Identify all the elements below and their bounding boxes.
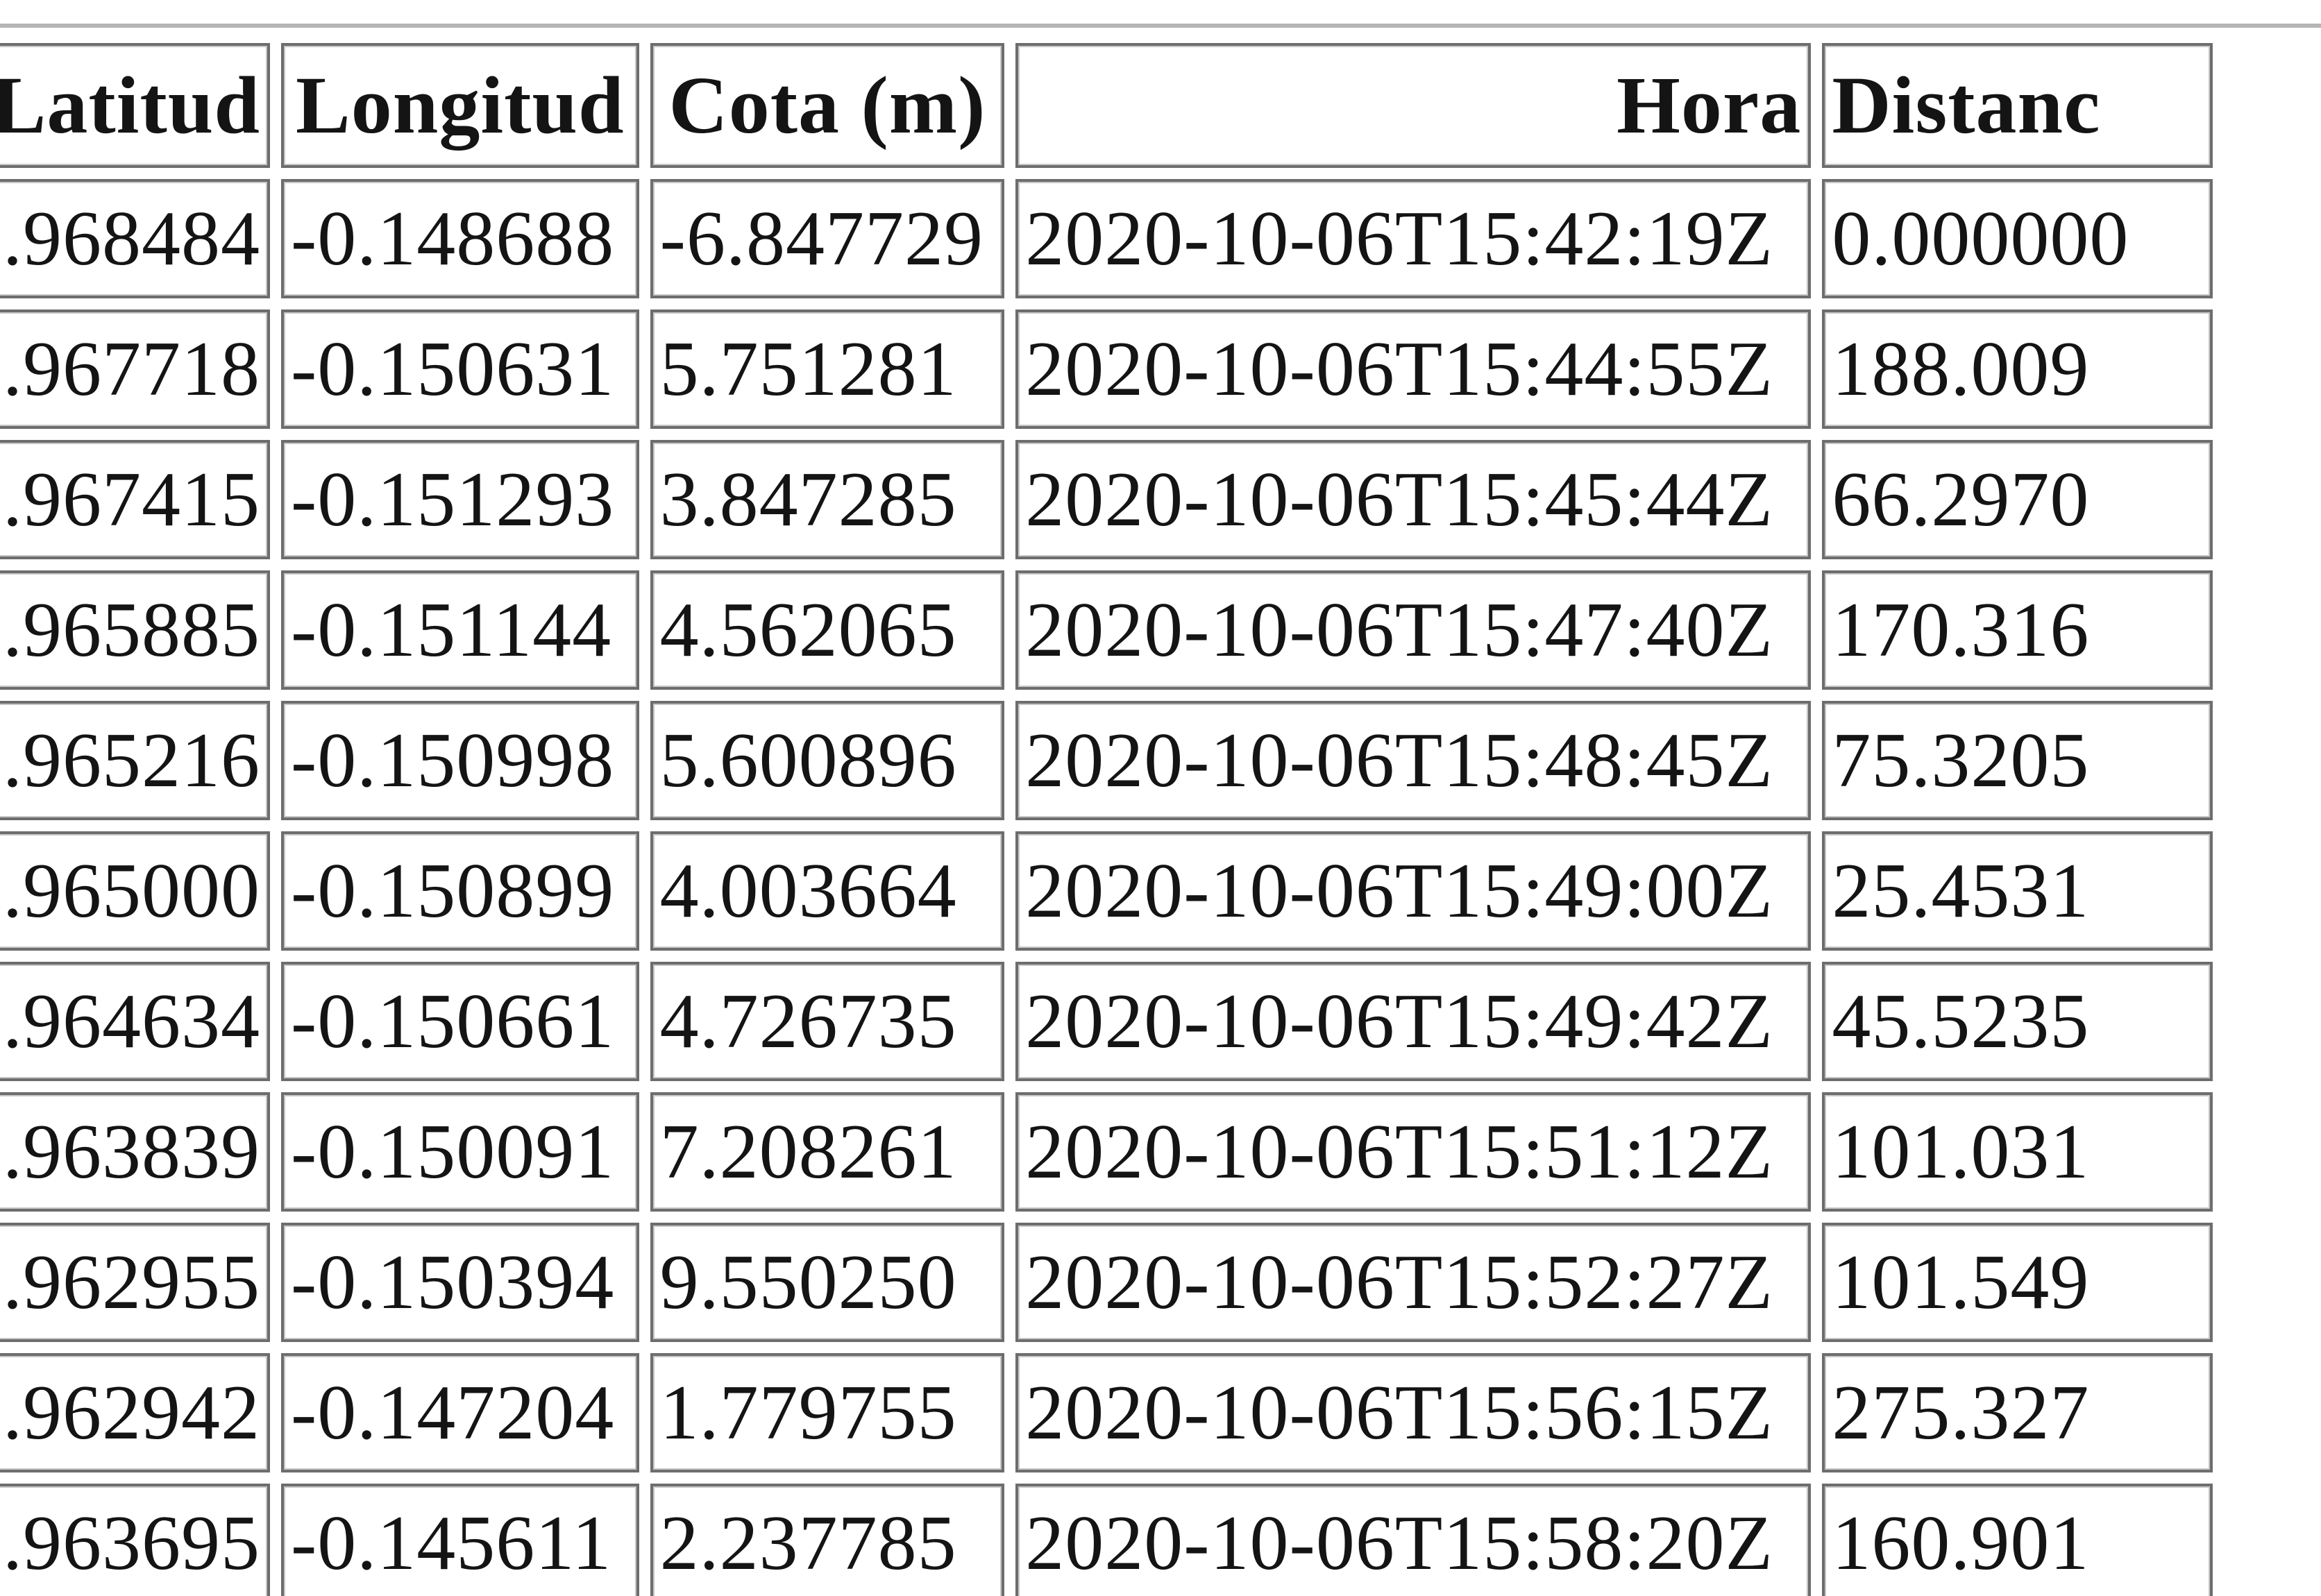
header-longitud: Longitud bbox=[281, 43, 639, 168]
gps-track-table: Latitud Longitud Cota (m) Hora Distanc 3… bbox=[0, 32, 2224, 1596]
cell-cota: -6.847729 bbox=[650, 179, 1005, 298]
cell-hora: 2020-10-06T15:56:15Z bbox=[1015, 1353, 1812, 1472]
table-row: 38.965000 -0.150899 4.003664 2020-10-06T… bbox=[0, 831, 2213, 951]
cell-distancia: 66.2970 bbox=[1822, 440, 2213, 559]
cell-hora: 2020-10-06T15:45:44Z bbox=[1015, 440, 1812, 559]
cell-latitud: 38.965000 bbox=[0, 831, 270, 951]
table-row: 38.962942 -0.147204 1.779755 2020-10-06T… bbox=[0, 1353, 2213, 1472]
cell-distancia: 75.3205 bbox=[1822, 701, 2213, 820]
cell-distancia: 45.5235 bbox=[1822, 962, 2213, 1081]
cell-longitud: -0.148688 bbox=[281, 179, 639, 298]
cell-hora: 2020-10-06T15:48:45Z bbox=[1015, 701, 1812, 820]
cell-distancia: 188.009 bbox=[1822, 309, 2213, 429]
cell-latitud: 38.965885 bbox=[0, 570, 270, 690]
top-divider bbox=[0, 24, 2321, 28]
cell-cota: 1.779755 bbox=[650, 1353, 1005, 1472]
table-row: 38.967415 -0.151293 3.847285 2020-10-06T… bbox=[0, 440, 2213, 559]
cell-hora: 2020-10-06T15:47:40Z bbox=[1015, 570, 1812, 690]
table-row: 38.965885 -0.151144 4.562065 2020-10-06T… bbox=[0, 570, 2213, 690]
cell-cota: 7.208261 bbox=[650, 1092, 1005, 1212]
table-row: 38.964634 -0.150661 4.726735 2020-10-06T… bbox=[0, 962, 2213, 1081]
cell-latitud: 38.967718 bbox=[0, 309, 270, 429]
table-row: 38.965216 -0.150998 5.600896 2020-10-06T… bbox=[0, 701, 2213, 820]
cell-distancia: 160.901 bbox=[1822, 1484, 2213, 1596]
cell-longitud: -0.147204 bbox=[281, 1353, 639, 1472]
cell-latitud: 38.968484 bbox=[0, 179, 270, 298]
cell-cota: 4.003664 bbox=[650, 831, 1005, 951]
cell-hora: 2020-10-06T15:44:55Z bbox=[1015, 309, 1812, 429]
cell-hora: 2020-10-06T15:58:20Z bbox=[1015, 1484, 1812, 1596]
header-distancia: Distanc bbox=[1822, 43, 2213, 168]
cell-latitud: 38.963695 bbox=[0, 1484, 270, 1596]
cell-latitud: 38.962942 bbox=[0, 1353, 270, 1472]
table-row: 38.963839 -0.150091 7.208261 2020-10-06T… bbox=[0, 1092, 2213, 1212]
cell-latitud: 38.965216 bbox=[0, 701, 270, 820]
cell-longitud: -0.150091 bbox=[281, 1092, 639, 1212]
cell-distancia: 101.549 bbox=[1822, 1223, 2213, 1342]
cell-longitud: -0.150998 bbox=[281, 701, 639, 820]
cell-hora: 2020-10-06T15:49:00Z bbox=[1015, 831, 1812, 951]
table-header-row: Latitud Longitud Cota (m) Hora Distanc bbox=[0, 43, 2213, 168]
cell-distancia: 0.000000 bbox=[1822, 179, 2213, 298]
header-hora: Hora bbox=[1015, 43, 1812, 168]
cell-longitud: -0.150899 bbox=[281, 831, 639, 951]
cell-longitud: -0.151293 bbox=[281, 440, 639, 559]
cell-hora: 2020-10-06T15:51:12Z bbox=[1015, 1092, 1812, 1212]
cell-cota: 5.751281 bbox=[650, 309, 1005, 429]
cell-distancia: 25.4531 bbox=[1822, 831, 2213, 951]
cell-hora: 2020-10-06T15:49:42Z bbox=[1015, 962, 1812, 1081]
cell-latitud: 38.963839 bbox=[0, 1092, 270, 1212]
cell-cota: 4.726735 bbox=[650, 962, 1005, 1081]
cell-hora: 2020-10-06T15:52:27Z bbox=[1015, 1223, 1812, 1342]
cell-distancia: 170.316 bbox=[1822, 570, 2213, 690]
header-latitud: Latitud bbox=[0, 43, 270, 168]
table-row: 38.963695 -0.145611 2.237785 2020-10-06T… bbox=[0, 1484, 2213, 1596]
cell-cota: 5.600896 bbox=[650, 701, 1005, 820]
cell-cota: 4.562065 bbox=[650, 570, 1005, 690]
cell-cota: 2.237785 bbox=[650, 1484, 1005, 1596]
cell-latitud: 38.964634 bbox=[0, 962, 270, 1081]
cell-longitud: -0.150394 bbox=[281, 1223, 639, 1342]
cell-longitud: -0.145611 bbox=[281, 1484, 639, 1596]
cell-distancia: 101.031 bbox=[1822, 1092, 2213, 1212]
table-row: 38.968484 -0.148688 -6.847729 2020-10-06… bbox=[0, 179, 2213, 298]
cell-longitud: -0.150631 bbox=[281, 309, 639, 429]
cell-hora: 2020-10-06T15:42:19Z bbox=[1015, 179, 1812, 298]
cell-longitud: -0.151144 bbox=[281, 570, 639, 690]
cell-cota: 3.847285 bbox=[650, 440, 1005, 559]
header-cota: Cota (m) bbox=[650, 43, 1005, 168]
cell-latitud: 38.967415 bbox=[0, 440, 270, 559]
cell-cota: 9.550250 bbox=[650, 1223, 1005, 1342]
cell-distancia: 275.327 bbox=[1822, 1353, 2213, 1472]
table-row: 38.962955 -0.150394 9.550250 2020-10-06T… bbox=[0, 1223, 2213, 1342]
cell-longitud: -0.150661 bbox=[281, 962, 639, 1081]
cell-latitud: 38.962955 bbox=[0, 1223, 270, 1342]
table-row: 38.967718 -0.150631 5.751281 2020-10-06T… bbox=[0, 309, 2213, 429]
